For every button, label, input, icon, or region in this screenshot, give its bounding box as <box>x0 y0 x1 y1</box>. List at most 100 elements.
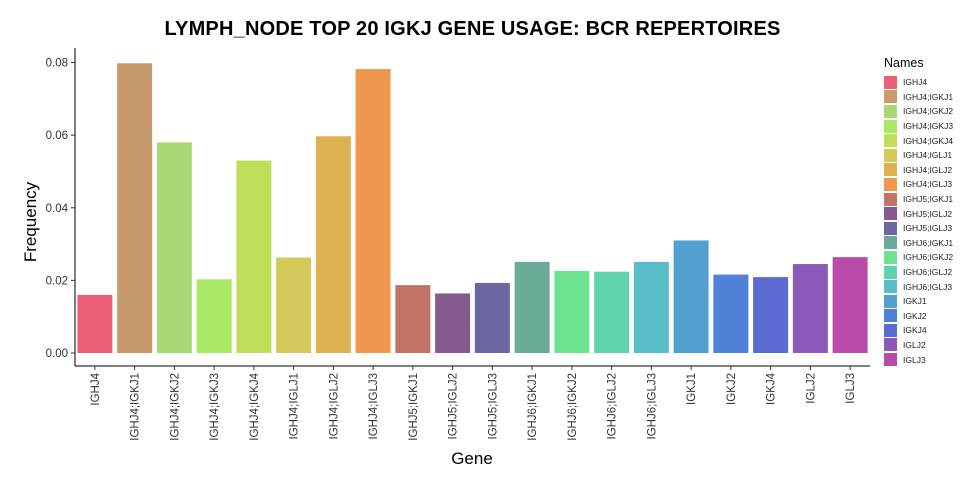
legend-item: IGHJ6;IGLJ2 <box>884 265 953 280</box>
legend-label: IGHJ6;IGLJ2 <box>903 267 953 278</box>
legend-swatch <box>884 163 897 177</box>
legend-swatch <box>884 309 897 323</box>
legend-title: Names <box>884 56 924 70</box>
legend-item: IGKJ4 <box>884 323 953 338</box>
x-tick-label: IGHJ5;IGLJ3 <box>487 373 499 439</box>
legend-label: IGHJ4;IGKJ4 <box>903 135 954 146</box>
legend-swatch <box>884 265 897 279</box>
legend-label: IGHJ4 <box>903 77 928 88</box>
x-tick-label: IGHJ4;IGLJ2 <box>328 373 340 439</box>
legend-label: IGHJ4;IGKJ2 <box>903 106 954 117</box>
x-tick-label: IGHJ6;IGKJ2 <box>567 373 579 441</box>
chart-title: LYMPH_NODE TOP 20 IGKJ GENE USAGE: BCR R… <box>164 18 781 40</box>
x-tick-label: IGHJ6;IGLJ3 <box>646 373 658 439</box>
x-axis-label: Gene <box>451 449 493 468</box>
legend-item: IGHJ5;IGKJ1 <box>884 192 953 207</box>
bar-ighj4-igkj1 <box>117 63 153 353</box>
x-tick-label: IGLJ2 <box>805 373 817 404</box>
bar-ighj5-iglj2 <box>435 293 471 353</box>
legend-swatch <box>884 134 897 148</box>
y-tick-label: 0.02 <box>46 275 68 287</box>
legend-label: IGHJ5;IGKJ1 <box>903 194 954 205</box>
bar-igkj4 <box>753 277 789 353</box>
bar-ighj6-iglj2 <box>594 271 630 353</box>
legend-label: IGKJ2 <box>903 310 927 321</box>
legend-swatch <box>884 75 897 89</box>
legend-swatch <box>884 104 897 118</box>
legend-swatch <box>884 323 897 337</box>
legend-label: IGHJ4;IGKJ3 <box>903 121 954 132</box>
bar-ighj5-iglj3 <box>474 282 510 353</box>
x-tick-label: IGHJ4;IGKJ2 <box>169 373 181 441</box>
legend-label: IGHJ6;IGKJ1 <box>903 237 954 248</box>
bar-ighj4-igkj2 <box>156 142 192 353</box>
legend-swatch <box>884 148 897 162</box>
legend-swatch <box>884 207 897 221</box>
x-tick-label: IGKJ4 <box>766 372 778 405</box>
legend-swatch <box>884 250 897 264</box>
legend-item: IGKJ2 <box>884 309 953 324</box>
legend-label: IGLJ3 <box>903 354 926 365</box>
x-tick-label: IGHJ6;IGLJ2 <box>607 373 619 439</box>
legend-item: IGLJ3 <box>884 352 953 367</box>
legend-item: IGHJ4;IGKJ2 <box>884 104 953 119</box>
bar-ighj4-iglj3 <box>355 69 391 354</box>
bar-ighj6-igkj2 <box>554 270 590 353</box>
legend-item: IGHJ6;IGKJ1 <box>884 236 953 251</box>
legend-item: IGHJ4;IGLJ3 <box>884 177 953 192</box>
legend-item: IGHJ4;IGKJ3 <box>884 119 953 134</box>
x-tick-label: IGHJ5;IGKJ1 <box>408 373 420 441</box>
x-tick-label: IGKJ1 <box>686 373 698 405</box>
bar-ighj5-igkj1 <box>395 285 431 353</box>
legend-swatch <box>884 236 897 250</box>
bar-ighj4-iglj1 <box>276 257 312 353</box>
legend-swatch <box>884 119 897 133</box>
legend-item: IGHJ4;IGKJ1 <box>884 90 953 105</box>
legend-swatch <box>884 90 897 104</box>
legend-label: IGKJ1 <box>903 296 927 307</box>
legend-swatch <box>884 221 897 235</box>
legend-item: IGHJ5;IGLJ2 <box>884 206 953 221</box>
x-tick-label: IGHJ4;IGKJ1 <box>130 373 142 441</box>
x-tick-label: IGHJ4;IGKJ4 <box>249 372 261 440</box>
bar-ighj6-iglj3 <box>633 261 669 353</box>
legend-swatch <box>884 294 897 308</box>
legend-label: IGHJ5;IGLJ2 <box>903 208 953 219</box>
x-tick-label: IGHJ5;IGLJ2 <box>448 373 460 439</box>
y-tick-label: 0.08 <box>46 58 68 70</box>
legend-item: IGHJ4;IGLJ2 <box>884 163 953 178</box>
x-tick-label: IGHJ6;IGKJ1 <box>527 373 539 441</box>
bar-iglj2 <box>792 264 828 353</box>
bar-ighj4 <box>77 294 113 353</box>
legend-label: IGHJ4;IGLJ1 <box>903 150 953 161</box>
legend-label: IGHJ5;IGLJ3 <box>903 223 953 234</box>
bar-ighj6-igkj1 <box>514 261 550 353</box>
bar-iglj3 <box>832 257 868 353</box>
bar-ighj4-iglj2 <box>315 136 351 353</box>
y-tick-label: 0.00 <box>46 348 68 360</box>
bar-ighj4-igkj3 <box>196 279 232 353</box>
legend-swatch <box>884 338 897 352</box>
legend-item: IGLJ2 <box>884 338 953 353</box>
x-tick-label: IGKJ2 <box>726 373 738 405</box>
x-tick-label: IGHJ4;IGLJ3 <box>368 373 380 439</box>
bar-ighj4-igkj4 <box>236 160 272 353</box>
y-tick-label: 0.06 <box>46 130 68 142</box>
x-tick-label: IGHJ4;IGLJ1 <box>289 373 301 439</box>
legend-item: IGHJ4;IGKJ4 <box>884 133 953 148</box>
legend-item: IGHJ6;IGKJ2 <box>884 250 953 265</box>
legend-swatch <box>884 192 897 206</box>
legend-label: IGHJ4;IGKJ1 <box>903 91 954 102</box>
legend-label: IGHJ4;IGLJ2 <box>903 164 953 175</box>
legend-item: IGHJ4;IGLJ1 <box>884 148 953 163</box>
legend-items: IGHJ4 IGHJ4;IGKJ1 IGHJ4;IGKJ2 IGHJ4;IGKJ3 IG… <box>884 75 953 367</box>
y-tick-label: 0.04 <box>46 203 69 215</box>
x-tick-label: IGHJ4;IGKJ3 <box>209 373 221 441</box>
legend-label: IGHJ6;IGLJ3 <box>903 281 953 292</box>
legend: Names IGHJ4 IGHJ4;IGKJ1 IGHJ4;IGKJ2 IGHJ4;I… <box>884 56 953 367</box>
legend-label: IGLJ2 <box>903 339 926 350</box>
legend-item: IGKJ1 <box>884 294 953 309</box>
legend-label: IGKJ4 <box>903 325 927 336</box>
legend-swatch <box>884 280 897 294</box>
legend-item: IGHJ5;IGLJ3 <box>884 221 953 236</box>
